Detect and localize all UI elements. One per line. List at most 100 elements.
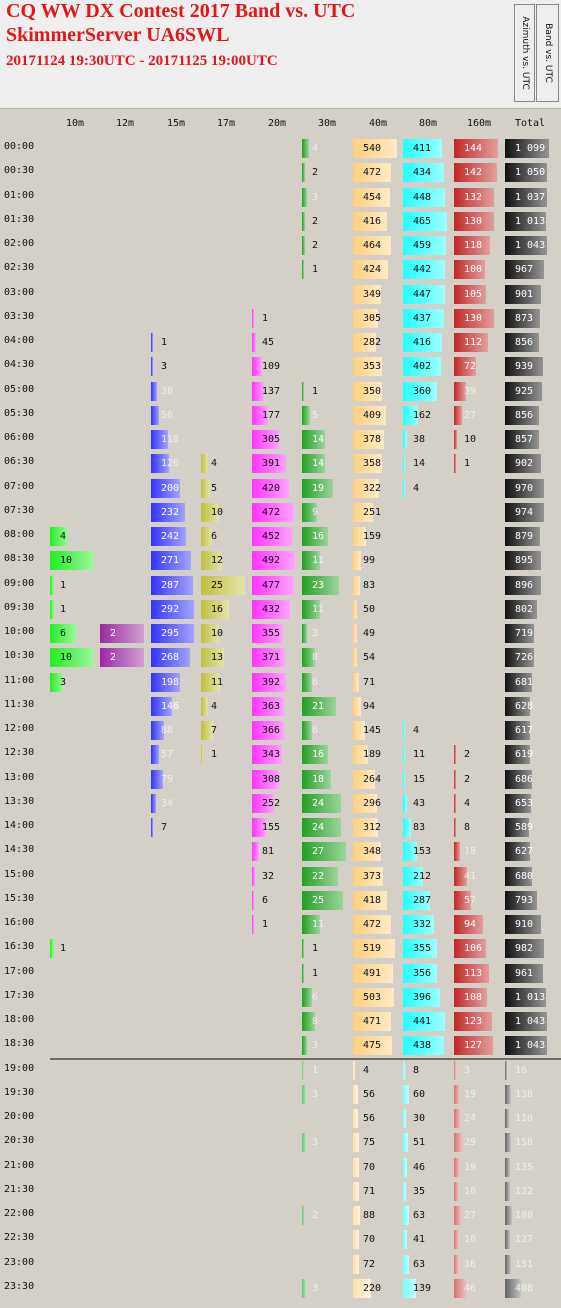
value-label: 45 — [262, 337, 275, 348]
cell-40m: 373 — [353, 866, 403, 886]
bar-total — [505, 284, 541, 304]
value-label: 308 — [262, 773, 281, 785]
cell-80m: 162 — [403, 405, 453, 425]
cell-30m: 6 — [302, 987, 352, 1007]
value-label: 408 — [515, 1282, 534, 1294]
cell-total: 982 — [505, 939, 555, 959]
cell-40m: 70 — [353, 1230, 403, 1250]
tab-band-vs-utc[interactable]: Band vs. UTC — [536, 4, 559, 102]
table-row: 20:30 3 75 51 29 158 — [0, 1130, 561, 1154]
value-label: 441 — [413, 1016, 432, 1027]
table-row: 09:30 1 292 16 432 11 50 802 — [0, 597, 561, 621]
value-label: 472 — [363, 919, 382, 930]
utc-time-label: 09:00 — [4, 577, 35, 589]
cell-15m: 295 — [151, 624, 201, 643]
value-label: 452 — [262, 531, 281, 542]
cell-20m: 109 — [252, 357, 302, 377]
bar-160m — [454, 1254, 459, 1274]
cell-total: 879 — [505, 527, 555, 546]
cell-20m: 45 — [252, 333, 302, 352]
value-label: 43 — [413, 797, 426, 809]
cell-160m: 130 — [454, 211, 504, 231]
value-label: 127 — [515, 1234, 534, 1246]
cell-total: 793 — [505, 890, 555, 910]
cell-15m: 268 — [151, 648, 201, 668]
bar-80m — [403, 430, 407, 449]
value-label: 252 — [262, 797, 281, 809]
value-label: 322 — [363, 482, 382, 494]
bar-30m — [302, 551, 320, 571]
cell-40m: 424 — [353, 260, 403, 280]
value-label: 6 — [211, 531, 218, 542]
cell-40m: 519 — [353, 939, 403, 959]
value-label: 10 — [464, 434, 477, 445]
bar-17m — [201, 624, 219, 643]
cell-20m: 391 — [252, 454, 302, 474]
bar-160m — [454, 890, 471, 910]
bar-80m — [403, 163, 444, 183]
value-label: 353 — [363, 361, 382, 373]
bar-30m — [302, 163, 305, 183]
table-row: 23:00 72 63 16 151 — [0, 1252, 561, 1276]
cell-20m: 432 — [252, 599, 302, 619]
value-label: 3 — [312, 191, 319, 203]
cell-30m: 1 — [302, 1060, 352, 1080]
cell-total: 686 — [505, 769, 555, 789]
value-label: 70 — [363, 1234, 376, 1246]
cell-30m: 2 — [302, 211, 352, 231]
cell-total: 719 — [505, 624, 555, 643]
cell-80m: 139 — [403, 1278, 453, 1298]
utc-time-label: 12:30 — [4, 747, 35, 759]
value-label: 1 013 — [515, 215, 546, 227]
utc-time-label: 18:30 — [4, 1038, 35, 1050]
cell-15m: 200 — [151, 478, 201, 498]
utc-time-label: 05:00 — [4, 383, 35, 395]
cell-20m: 155 — [252, 818, 302, 837]
bar-17m — [201, 478, 210, 498]
value-label: 503 — [363, 991, 382, 1003]
value-label: 939 — [515, 361, 534, 373]
bar-30m — [302, 430, 325, 449]
bar-12m — [100, 648, 144, 668]
bar-total — [505, 1181, 510, 1201]
cell-30m: 1 — [302, 963, 352, 983]
value-label: 60 — [413, 1088, 426, 1100]
value-label: 459 — [413, 240, 432, 251]
bar-40m — [353, 333, 376, 352]
cell-30m: 18 — [302, 769, 352, 789]
value-label: 6 — [60, 628, 67, 639]
value-label: 39 — [464, 385, 477, 397]
cell-20m: 1 — [252, 915, 302, 934]
cell-15m: 146 — [151, 696, 201, 716]
cell-30m: 1 — [302, 381, 352, 401]
tab-azimuth-vs-utc[interactable]: Azimuth vs. UTC — [514, 4, 535, 102]
bar-30m — [302, 939, 304, 959]
bar-17m — [201, 454, 208, 474]
value-label: 200 — [161, 482, 180, 494]
bar-10m — [50, 939, 54, 959]
utc-time-label: 23:30 — [4, 1280, 35, 1292]
bar-40m — [353, 1254, 359, 1274]
cell-total: 1 043 — [505, 1012, 555, 1031]
cell-20m: 363 — [252, 696, 302, 716]
value-label: 189 — [363, 749, 382, 761]
cell-20m: 308 — [252, 769, 302, 789]
cell-40m: 145 — [353, 721, 403, 740]
value-label: 41 — [464, 870, 477, 882]
utc-time-label: 10:30 — [4, 650, 35, 662]
value-label: 162 — [413, 409, 432, 421]
value-label: 5 — [312, 409, 319, 421]
cell-total: 939 — [505, 357, 555, 377]
bar-40m — [353, 1157, 359, 1177]
cell-10m: 10 — [50, 551, 100, 571]
value-label: 392 — [262, 676, 281, 688]
value-label: 94 — [464, 919, 477, 930]
value-label: 15 — [413, 773, 426, 785]
bar-total — [505, 745, 530, 765]
cell-160m: 41 — [454, 866, 504, 886]
bar-total — [505, 454, 541, 474]
cell-160m: 3 — [454, 1060, 504, 1080]
value-label: 19 — [464, 1088, 477, 1100]
bar-40m — [353, 963, 393, 983]
value-label: 348 — [363, 846, 382, 858]
